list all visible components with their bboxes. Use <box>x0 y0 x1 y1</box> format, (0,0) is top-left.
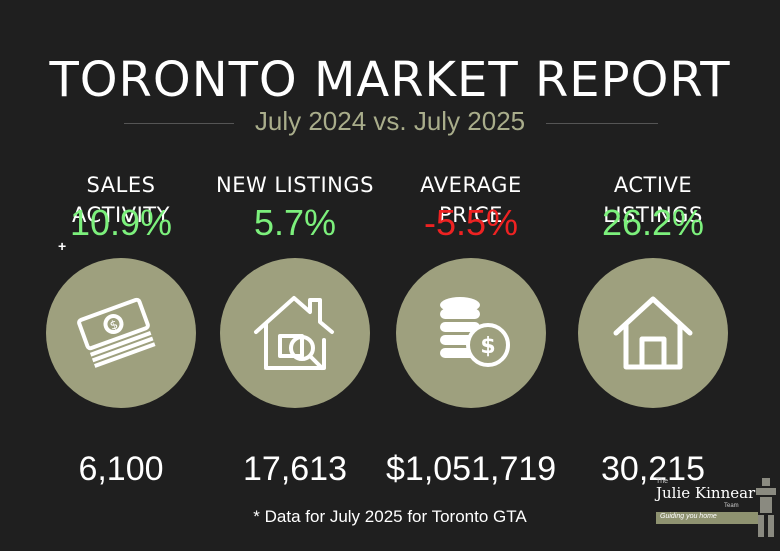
logo-team: Team <box>724 503 739 509</box>
stat-change: 26.2% <box>601 202 705 243</box>
stat-value: $1,051,719 <box>386 450 557 488</box>
money-stack-icon: $ <box>77 297 156 368</box>
stat-card-sales-activity: SALES ACTIVITY 10.9% $ 6,100 <box>36 170 206 489</box>
stat-card-average-price: AVERAGE PRICE -5.5% $ $1,051,719 <box>386 170 556 489</box>
coins-dollar-icon: $ <box>440 297 510 367</box>
stat-change: 5.7% <box>253 202 337 243</box>
plus-sign: + <box>58 238 67 254</box>
logo-small-text: The <box>656 478 669 485</box>
logo-tagline: Guiding you home <box>660 513 717 520</box>
inukshuk-icon <box>756 478 776 537</box>
logo-name: Julie Kinnear <box>656 484 756 502</box>
stat-label: NEW LISTINGS <box>216 173 374 197</box>
stat-circle: $ <box>396 258 546 408</box>
stat-card-active-listings: ACTIVE LISTINGS 26.2% 30,215 <box>568 170 738 489</box>
stat-change: -5.5% <box>423 202 519 243</box>
stat-value: 30,215 <box>601 450 705 488</box>
divider-left <box>124 123 234 124</box>
brand-logo: The Julie Kinnear Team Guiding you home <box>652 478 776 544</box>
svg-text:$: $ <box>108 317 120 333</box>
house-search-icon <box>254 296 334 370</box>
svg-text:$: $ <box>480 334 495 359</box>
stat-change: 10.9% <box>69 202 173 243</box>
report-title: TORONTO MARKET REPORT <box>49 52 731 108</box>
stat-label: SALES ACTIVITY <box>72 173 170 227</box>
divider-right <box>546 123 658 124</box>
footnote: * Data for July 2025 for Toronto GTA <box>253 507 527 526</box>
stat-card-new-listings: NEW LISTINGS 5.7% 17,613 <box>210 170 380 489</box>
stat-circle <box>578 258 728 408</box>
stat-value: 6,100 <box>78 450 164 488</box>
house-icon <box>613 296 693 370</box>
logo-bar <box>656 512 758 524</box>
report-subtitle: July 2024 vs. July 2025 <box>254 106 526 136</box>
stat-label: ACTIVE LISTINGS <box>603 173 703 227</box>
stat-label: AVERAGE PRICE <box>420 173 522 227</box>
stat-circle <box>220 258 370 408</box>
stat-circle: $ <box>46 258 196 408</box>
subtitle-row: July 2024 vs. July 2025 <box>0 106 780 140</box>
stat-value: 17,613 <box>243 450 347 488</box>
